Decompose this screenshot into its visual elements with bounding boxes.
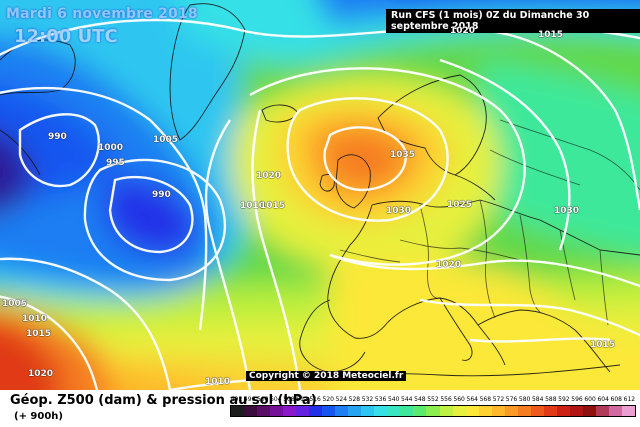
color-scale-swatch <box>491 406 505 416</box>
color-scale-swatch <box>309 406 323 416</box>
legend-footer: Géop. Z500 (dam) & pression au sol (hPa)… <box>0 390 640 427</box>
color-scale-swatch <box>322 406 336 416</box>
color-scale-value: 528 <box>348 396 361 403</box>
color-scale-value: 564 <box>466 396 478 403</box>
run-info-label: Run CFS (1 mois) 0Z du Dimanche 30 septe… <box>386 9 640 33</box>
color-scale-swatch <box>621 406 635 416</box>
color-scale-value: 600 <box>584 396 596 403</box>
color-scale-value: 596 <box>571 396 583 403</box>
color-scale-value: 608 <box>610 396 622 403</box>
isobar-label: 995 <box>106 158 125 168</box>
isobar-label: 1015 <box>26 329 52 339</box>
weather-map: Mardi 6 novembre 2018 12:00 UTC Run CFS … <box>0 0 640 390</box>
isobar-label: 1020 <box>256 171 282 181</box>
color-scale-swatch <box>608 406 622 416</box>
color-scale-value: 572 <box>492 396 505 403</box>
color-scale-value: 576 <box>505 396 518 403</box>
color-scale-value: 552 <box>427 396 439 403</box>
isobar-label: 1030 <box>554 206 580 216</box>
color-scale-bar <box>230 405 636 417</box>
isobar-label: 1000 <box>98 143 124 153</box>
color-scale-value: 592 <box>558 396 570 403</box>
color-scale-swatch <box>348 406 362 416</box>
isobar-label: 1035 <box>390 150 416 160</box>
color-scale-swatch <box>400 406 414 416</box>
z500-field <box>0 0 640 390</box>
color-scale-swatch <box>556 406 570 416</box>
forecast-time: 12:00 UTC <box>14 26 118 47</box>
color-scale-swatch <box>387 406 401 416</box>
color-scale-value: 492 <box>230 396 243 403</box>
color-scale-value: 556 <box>440 396 452 403</box>
legend-title: Géop. Z500 (dam) & pression au sol (hPa) <box>10 393 317 408</box>
color-scale-value: 520 <box>322 396 334 403</box>
color-scale-swatch <box>244 406 258 416</box>
isobar-label: 1015 <box>260 201 286 211</box>
color-scale-swatch <box>296 406 310 416</box>
color-scale-value: 508 <box>283 396 295 403</box>
color-scale-swatch <box>504 406 518 416</box>
color-scale-swatch <box>270 406 284 416</box>
color-scale-value: 536 <box>374 396 387 403</box>
color-scale-swatch <box>517 406 531 416</box>
isobar-label: 1025 <box>447 200 473 210</box>
isobar-label: 1010 <box>240 201 266 211</box>
color-scale-swatch <box>426 406 440 416</box>
isobar-label: 990 <box>152 190 171 200</box>
legend-subtitle: (+ 900h) <box>14 411 63 422</box>
color-scale-swatch <box>452 406 466 416</box>
color-scale-value: 496 <box>243 396 256 403</box>
color-scale-swatch <box>582 406 596 416</box>
color-scale-swatch <box>283 406 297 416</box>
color-scale-value: 588 <box>545 396 557 403</box>
color-scale-value: 568 <box>479 396 492 403</box>
color-scale-swatch <box>465 406 479 416</box>
copyright-label: Copyright © 2018 Meteociel.fr <box>246 371 407 381</box>
color-scale-value: 612 <box>623 396 636 403</box>
color-scale-swatch <box>335 406 349 416</box>
color-scale-value: 604 <box>597 396 609 403</box>
forecast-date: Mardi 6 novembre 2018 <box>6 6 198 22</box>
isobar-label: 1005 <box>2 299 28 309</box>
color-scale-swatch <box>413 406 427 416</box>
color-scale-swatch <box>543 406 557 416</box>
isobar-label: 1015 <box>538 30 564 40</box>
color-scale-swatch <box>478 406 492 416</box>
color-scale-swatch <box>374 406 388 416</box>
color-scale-value: 548 <box>414 396 426 403</box>
color-scale-value: 540 <box>387 396 400 403</box>
color-scale-swatch <box>569 406 583 416</box>
isobar-label: 1020 <box>450 26 476 36</box>
color-scale-swatch <box>361 406 375 416</box>
color-scale-value: 560 <box>453 396 465 403</box>
isobar-label: 1030 <box>386 206 412 216</box>
color-scale-value: 516 <box>309 396 321 403</box>
color-scale: 492 496 500 504 508 512 516 520 524 528 532 536 540 5… <box>230 394 636 417</box>
isobar-label: 1010 <box>205 377 231 387</box>
color-scale-swatch <box>257 406 271 416</box>
isobar-label: 1020 <box>28 369 54 379</box>
color-scale-swatch <box>530 406 544 416</box>
color-scale-labels: 492 496 500 504 508 512 516 520 524 528 532 536 540 5… <box>230 394 636 405</box>
isobar-label: 1015 <box>590 340 616 350</box>
color-scale-value: 532 <box>361 396 374 403</box>
isobar-label: 1010 <box>22 314 48 324</box>
color-scale-value: 504 <box>270 396 282 403</box>
color-scale-value: 544 <box>401 396 413 403</box>
isobar-label: 1005 <box>153 135 179 145</box>
color-scale-value: 512 <box>296 396 308 403</box>
color-scale-value: 580 <box>518 396 531 403</box>
color-scale-swatch <box>439 406 453 416</box>
isobar-label: 1020 <box>436 260 462 270</box>
isobar-label: 990 <box>48 132 67 142</box>
color-scale-swatch <box>595 406 609 416</box>
color-scale-value: 524 <box>335 396 348 403</box>
color-scale-value: 584 <box>531 396 544 403</box>
color-scale-value: 500 <box>257 396 269 403</box>
color-scale-swatch <box>231 406 245 416</box>
